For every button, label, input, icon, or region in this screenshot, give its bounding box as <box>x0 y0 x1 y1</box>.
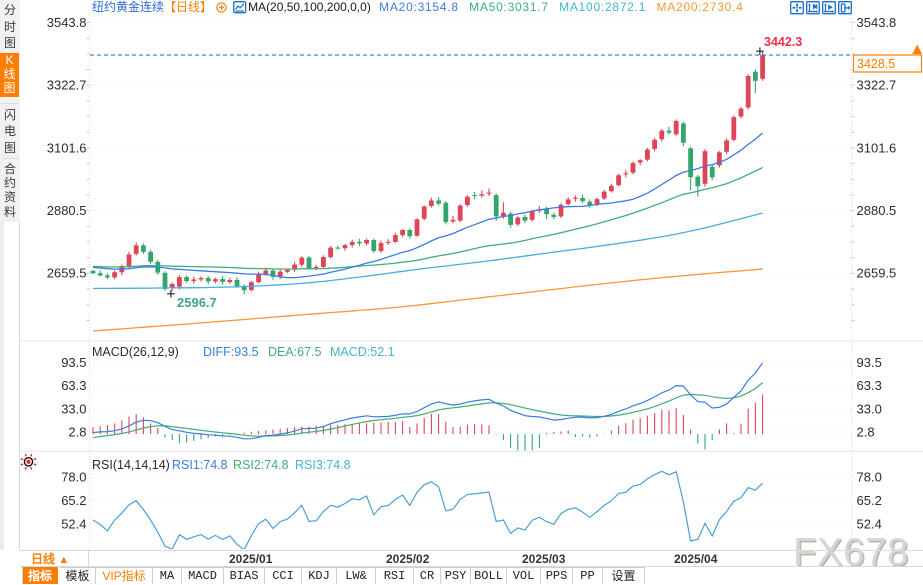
svg-text:63.3: 63.3 <box>61 378 86 393</box>
svg-text:3543.8: 3543.8 <box>857 15 897 30</box>
svg-text:3101.6: 3101.6 <box>47 141 87 156</box>
svg-text:65.2: 65.2 <box>857 493 882 508</box>
svg-text:2659.5: 2659.5 <box>857 266 897 281</box>
svg-text:3101.6: 3101.6 <box>857 141 897 156</box>
svg-text:52.4: 52.4 <box>61 517 86 532</box>
svg-text:93.5: 93.5 <box>857 355 882 370</box>
svg-text:3543.8: 3543.8 <box>47 15 87 30</box>
svg-text:2596.7: 2596.7 <box>177 295 217 310</box>
svg-text:33.0: 33.0 <box>857 401 882 416</box>
svg-text:65.2: 65.2 <box>61 493 86 508</box>
svg-text:2880.5: 2880.5 <box>857 203 897 218</box>
svg-text:33.0: 33.0 <box>61 401 86 416</box>
svg-text:78.0: 78.0 <box>857 470 882 485</box>
svg-text:3322.7: 3322.7 <box>857 78 897 93</box>
svg-text:78.0: 78.0 <box>61 470 86 485</box>
svg-text:52.4: 52.4 <box>857 517 882 532</box>
svg-text:3428.5: 3428.5 <box>857 57 895 71</box>
svg-text:93.5: 93.5 <box>61 355 86 370</box>
svg-text:2659.5: 2659.5 <box>47 266 87 281</box>
svg-text:63.3: 63.3 <box>857 378 882 393</box>
svg-text:2880.5: 2880.5 <box>47 203 87 218</box>
svg-text:2.8: 2.8 <box>857 424 875 439</box>
svg-text:3442.3: 3442.3 <box>764 35 802 49</box>
svg-text:3322.7: 3322.7 <box>47 78 87 93</box>
svg-text:2.8: 2.8 <box>68 424 86 439</box>
